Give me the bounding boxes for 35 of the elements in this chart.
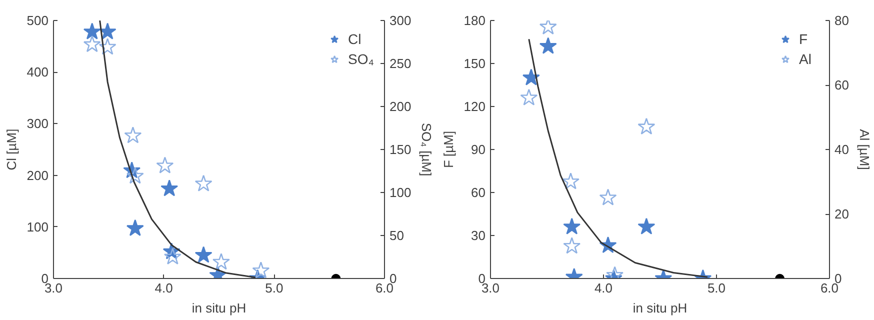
y2-tick-label: 50 [390,228,404,243]
y-tick-label: 90 [471,142,486,157]
y-axis-title: F [µM] [440,130,456,168]
y-tick-label: 100 [26,219,49,234]
y2-tick-label: 300 [390,13,412,28]
y2-tick-label: 80 [834,13,849,28]
y-tick-label: 60 [471,185,486,200]
y2-tick-label: 60 [834,78,849,92]
x-tick-label: 4.0 [594,280,613,296]
legend-label: SO₄ [348,51,374,67]
legend-label: F [799,31,809,47]
y2-tick-label: 250 [390,56,412,71]
legend-label: Cl [348,31,362,47]
y-tick-label: 30 [471,228,486,243]
legend-label: Al [799,51,812,67]
y-tick-label: 400 [26,64,49,80]
y-axis-title: Cl [µM] [4,128,19,170]
y-tick-label: 150 [464,56,486,71]
x-axis-title: in situ pH [192,300,246,316]
y-tick-label: 180 [464,13,486,28]
y-tick-label: 500 [26,13,49,28]
x-tick-label: 5.0 [707,280,726,296]
y-tick-label: 120 [464,99,486,114]
y-tick-label: 300 [26,116,49,132]
y2-tick-label: 150 [390,142,412,157]
y2-tick-label: 100 [390,185,412,200]
y-tick-label: 200 [26,168,49,183]
x-tick-label: 4.0 [154,280,173,296]
x-tick-label: 5.0 [265,280,284,296]
y2-tick-label: 200 [390,99,412,114]
y2-axis-title: SO₄ [µM] [419,122,434,176]
y2-tick-label: 40 [834,142,849,157]
y2-axis-title: Al [µM] [856,129,872,170]
y2-tick-label: 20 [834,206,849,222]
x-axis-title: in situ pH [632,300,688,316]
